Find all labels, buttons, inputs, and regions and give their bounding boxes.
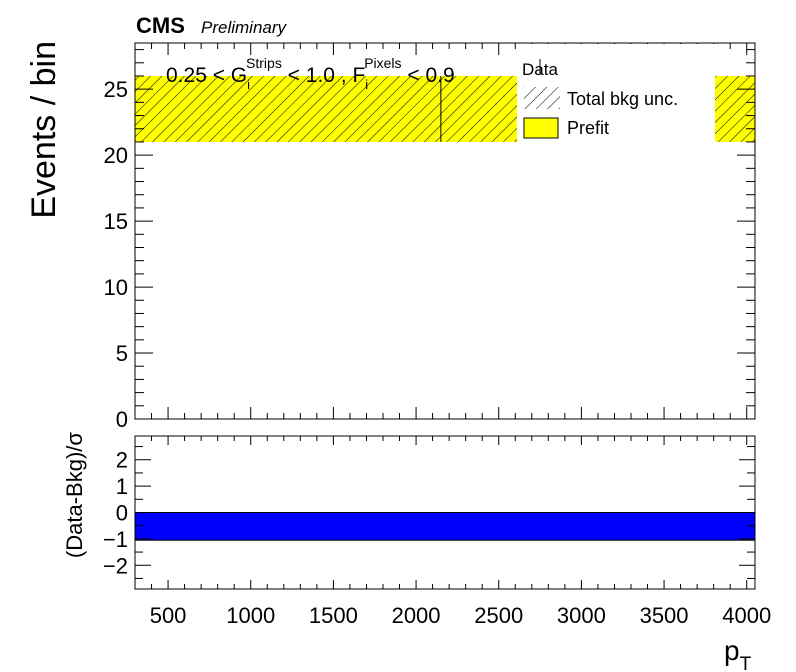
x-tick-label: 500 (150, 603, 187, 628)
ratio-y-tick-label: 1 (116, 474, 128, 499)
ratio-frame (134, 435, 756, 590)
selection-sup1: Strips (246, 55, 282, 71)
x-tick-label: 1500 (309, 603, 358, 628)
legend-unc-swatch (524, 87, 560, 109)
ratio-y-axis-label: (Data-Bkg)/σ (62, 432, 87, 558)
ratio-band (135, 512, 755, 541)
main-y-tick-label: 5 (116, 341, 128, 366)
selection-sub1: i (247, 77, 250, 92)
x-axis-label-sub: T (740, 654, 752, 672)
x-tick-label: 3500 (640, 603, 689, 628)
main-y-tick-label: 15 (104, 209, 128, 234)
cms-label: CMS (136, 13, 185, 38)
selection-label: 0.25 < GiStrips < 1.0 , FiPixels < 0.9 (166, 55, 455, 92)
x-tick-label: 4000 (722, 603, 771, 628)
selection-part3: < 0.9 (402, 64, 455, 87)
x-axis-label: pT (724, 635, 752, 672)
main-y-tick-label: 20 (104, 143, 128, 168)
legend-unc-label: Total bkg unc. (567, 89, 678, 109)
ratio-y-tick-label: −2 (103, 553, 128, 578)
ratio-y-tick-label: 2 (116, 448, 128, 473)
ratio-y-tick-label: 0 (116, 501, 128, 526)
x-tick-label: 2500 (474, 603, 523, 628)
main-y-tick-label: 10 (104, 275, 128, 300)
preliminary-label: Preliminary (201, 18, 288, 37)
selection-sub2: i (365, 77, 368, 92)
x-tick-label: 1000 (226, 603, 275, 628)
x-axis-label-main: p (724, 635, 740, 666)
selection-sup2: Pixels (364, 55, 401, 71)
main-frame (134, 42, 756, 420)
x-tick-label: 3000 (557, 603, 606, 628)
main-y-axis-label: Events / bin (25, 41, 63, 219)
selection-part1: 0.25 < G (166, 64, 247, 87)
selection-part2: < 1.0 , F (282, 64, 365, 87)
main-y-tick-label: 25 (104, 77, 128, 102)
legend-data-label: Data (522, 60, 558, 79)
x-tick-label: 2000 (392, 603, 441, 628)
legend-prefit-swatch (523, 117, 559, 139)
ratio-y-tick-label: −1 (103, 527, 128, 552)
main-y-tick-label: 0 (116, 407, 128, 432)
legend: Data Total bkg unc. Prefit (517, 44, 715, 142)
legend-prefit-label: Prefit (567, 118, 609, 138)
unc-hatch-bar-0 (135, 75, 441, 142)
